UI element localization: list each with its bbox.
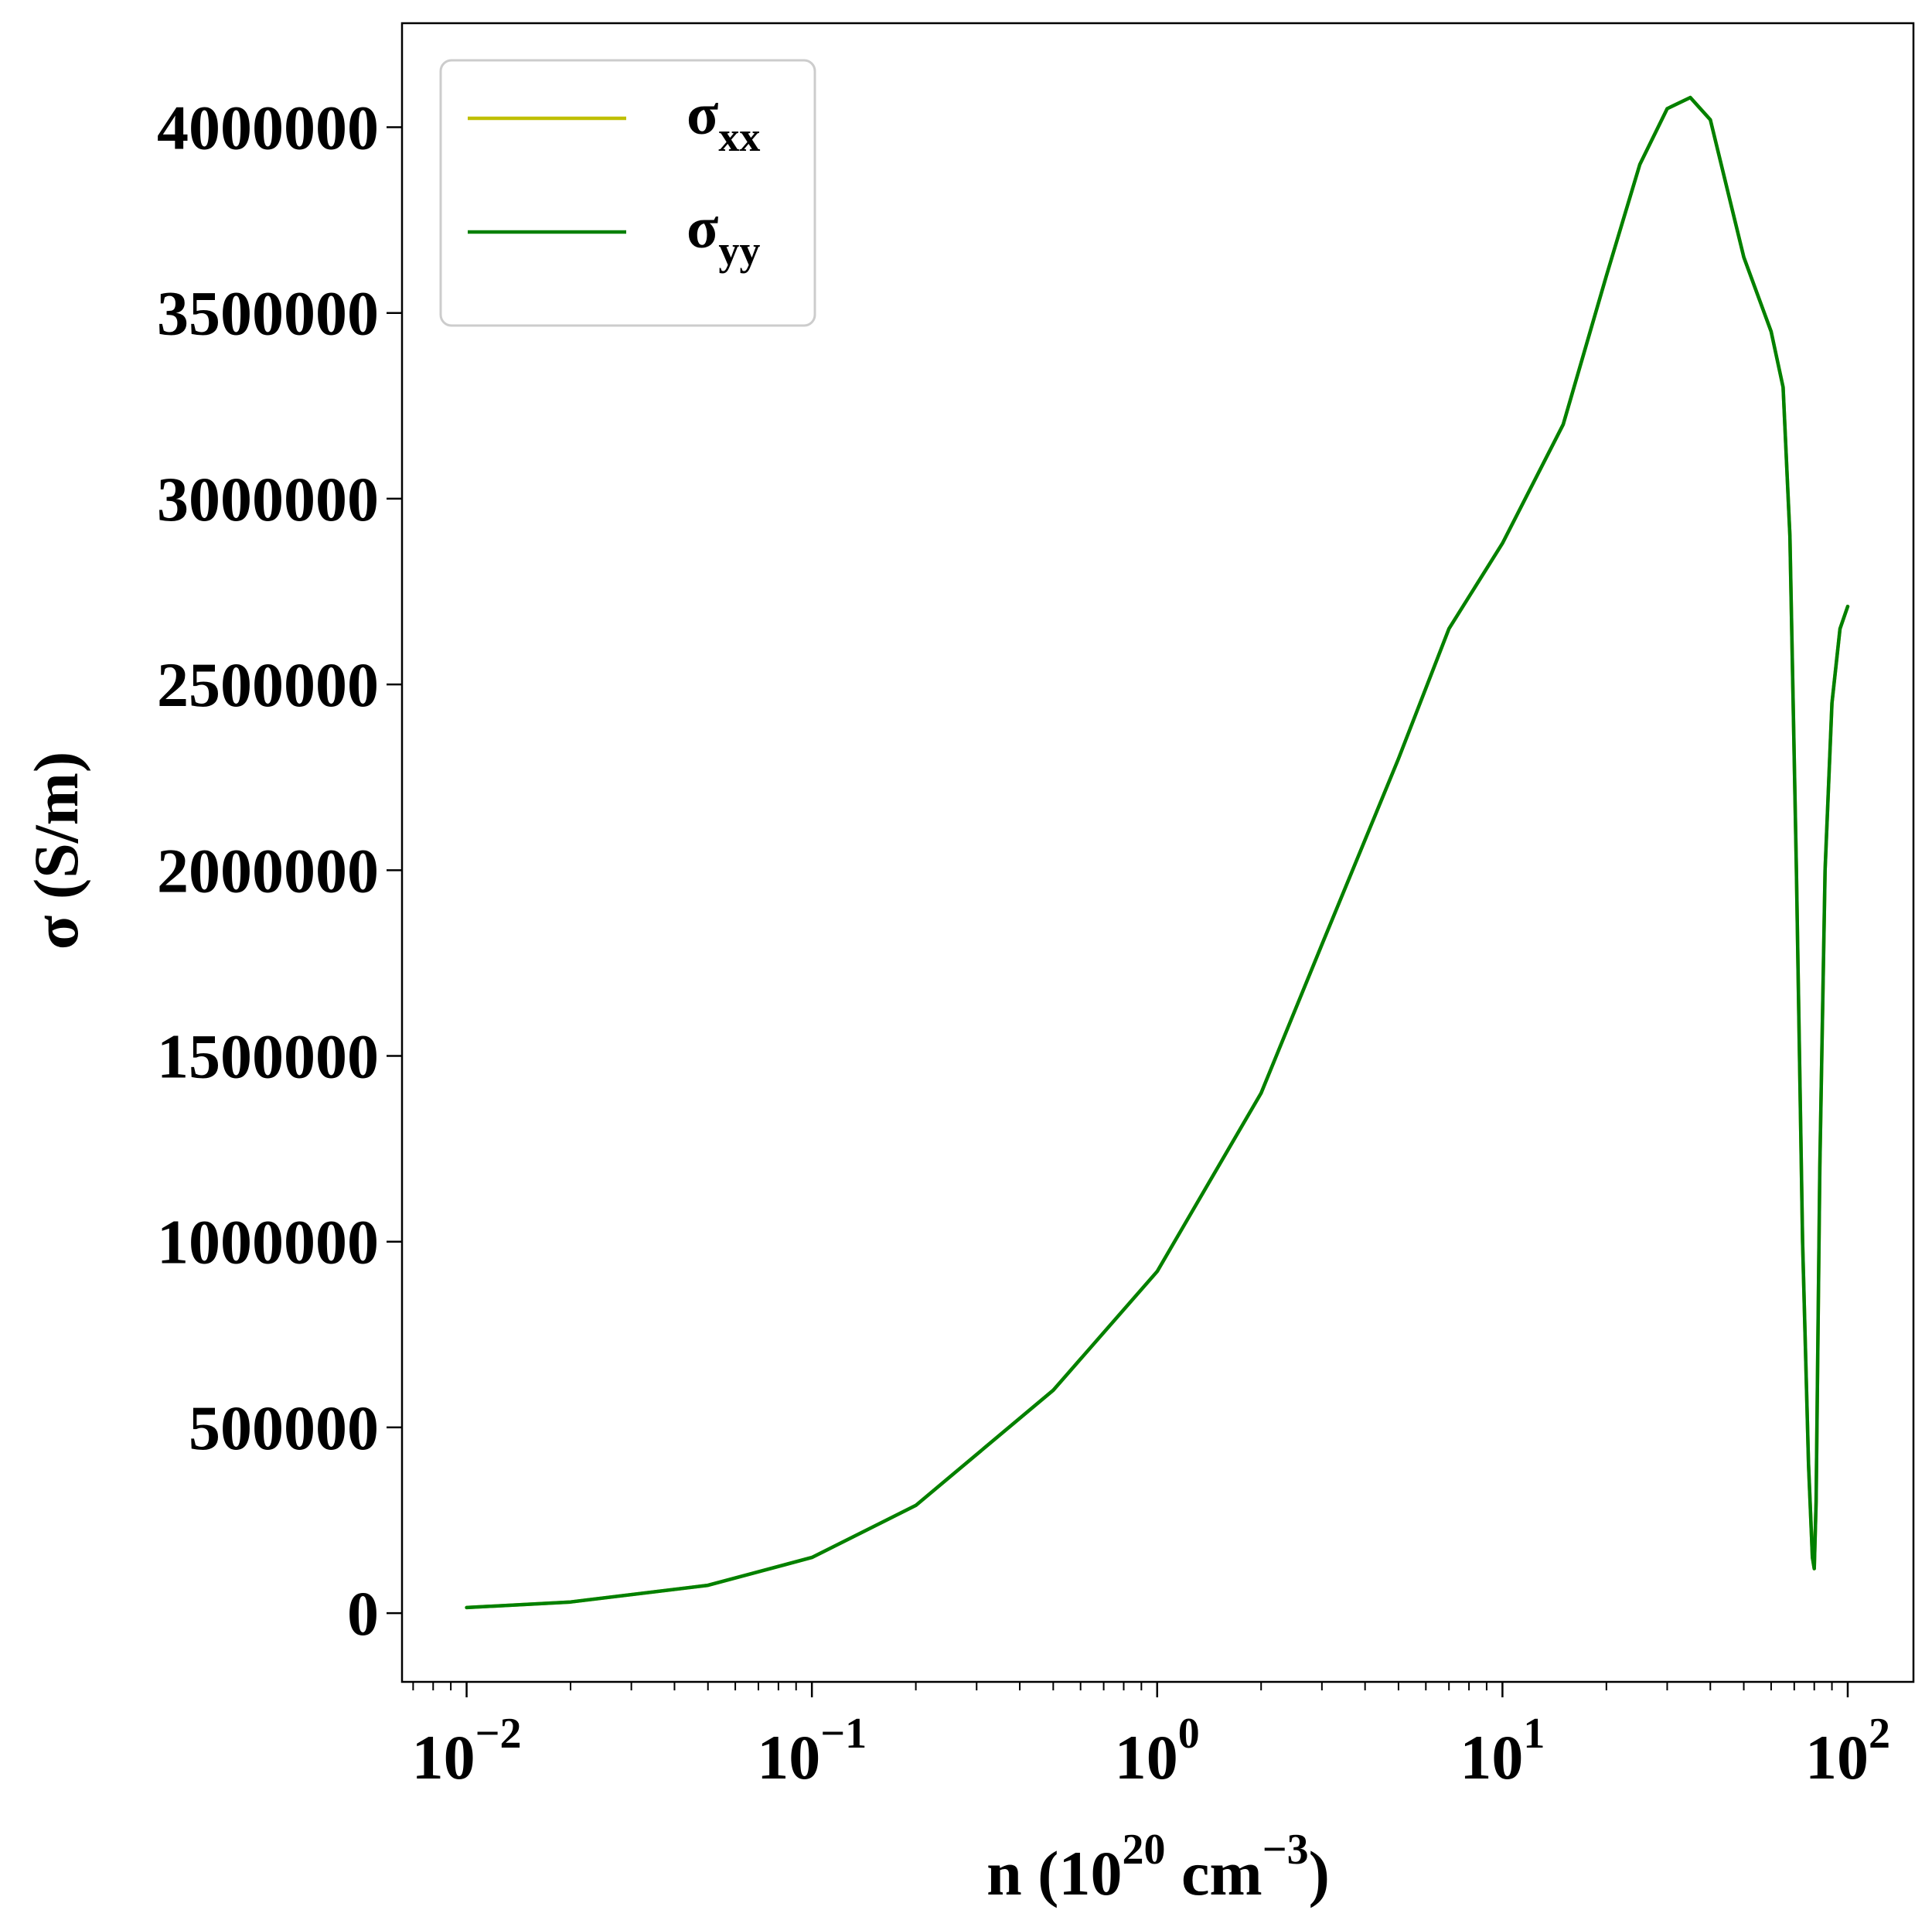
y-tick-label: 1000000 xyxy=(157,1207,379,1277)
x-axis-label-exp2: −3 xyxy=(1262,1826,1309,1874)
y-tick-label: 2000000 xyxy=(157,835,379,906)
x-tick-label: 102 xyxy=(1805,1710,1890,1792)
y-tick-label: 2500000 xyxy=(157,650,379,720)
y-axis-ticks: 0 500000 1000000 1500000 2000000 2500000 30000… xyxy=(157,93,402,1649)
x-tick-base: 10 xyxy=(1460,1722,1523,1792)
y-tick-label: 3000000 xyxy=(157,464,379,534)
legend-label-symbol: σ xyxy=(687,82,718,147)
x-tick-base: 10 xyxy=(757,1722,820,1792)
x-tick-exp: 0 xyxy=(1178,1710,1200,1758)
y-tick-label: 3500000 xyxy=(157,278,379,349)
series-layer xyxy=(465,95,1850,1610)
x-tick-base: 10 xyxy=(1805,1722,1869,1792)
x-axis-label-base: n (10 xyxy=(986,1838,1122,1908)
x-tick-label: 10−1 xyxy=(757,1710,867,1792)
x-tick-exp: −2 xyxy=(475,1710,522,1758)
x-tick-exp: 2 xyxy=(1869,1710,1890,1758)
x-tick-base: 10 xyxy=(412,1722,475,1792)
legend-label-sub: xx xyxy=(718,114,760,160)
legend-label-symbol: σ xyxy=(687,196,718,261)
y-tick-label: 4000000 xyxy=(157,93,379,163)
x-axis-label-mid: cm xyxy=(1165,1838,1262,1908)
x-tick-label: 10−2 xyxy=(412,1710,522,1792)
x-axis-label-exp1: 20 xyxy=(1122,1826,1165,1874)
legend-label-yy: σyy xyxy=(687,196,760,274)
x-tick-label: 101 xyxy=(1460,1710,1545,1792)
x-tick-exp: −1 xyxy=(820,1710,867,1758)
x-axis-ticks: 10−2 10−1 100 101 102 xyxy=(412,1682,1890,1792)
y-tick-label: 500000 xyxy=(189,1393,379,1463)
x-tick-base: 10 xyxy=(1115,1722,1178,1792)
x-tick-label: 100 xyxy=(1115,1710,1200,1792)
series-line-yy xyxy=(465,95,1850,1610)
legend-label-sub: yy xyxy=(718,227,760,274)
x-tick-exp: 1 xyxy=(1523,1710,1545,1758)
legend-label-xx: σxx xyxy=(687,82,760,160)
y-axis-label: σ (S/m) xyxy=(21,752,91,950)
legend-box xyxy=(439,59,816,327)
plot-frame xyxy=(400,22,1915,1683)
x-axis-label-end: ) xyxy=(1309,1838,1330,1908)
y-tick-label: 1500000 xyxy=(157,1021,379,1092)
x-axis-label: n (1020 cm−3) xyxy=(986,1826,1330,1908)
y-tick-label: 0 xyxy=(347,1578,379,1649)
